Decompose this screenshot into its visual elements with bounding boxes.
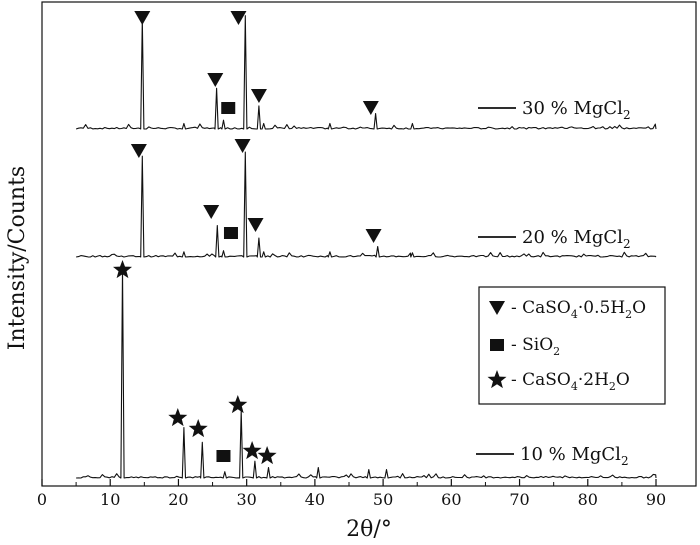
triangle-marker	[207, 73, 224, 87]
x-tick-label: 0	[37, 490, 47, 509]
trace-3	[76, 267, 657, 479]
legend-triangle-icon	[489, 301, 505, 315]
series-label-text: 30 % MgCl2	[522, 98, 631, 122]
star-marker	[168, 408, 188, 427]
star-marker	[228, 395, 248, 414]
series-label-1: 30 % MgCl2	[478, 98, 631, 122]
x-tick-label: 40	[305, 490, 325, 509]
markers-layer	[113, 11, 382, 465]
triangle-marker	[247, 218, 264, 232]
x-tick-label: 50	[373, 490, 393, 509]
triangle-marker	[234, 139, 251, 153]
star-marker	[242, 441, 262, 460]
x-tick-label: 90	[646, 490, 666, 509]
x-tick-label: 60	[441, 490, 461, 509]
triangle-marker	[250, 89, 267, 103]
series-label-2: 20 % MgCl2	[478, 227, 631, 251]
star-marker	[188, 419, 208, 438]
legend-box	[478, 286, 666, 405]
triangle-marker	[203, 205, 220, 219]
triangle-marker	[362, 101, 379, 115]
triangle-marker	[130, 144, 147, 158]
triangle-marker	[230, 11, 247, 25]
x-axis: 0 10 20 30 40 50 60 70 80 90	[37, 479, 666, 509]
x-tick-label: 70	[509, 490, 529, 509]
triangle-marker	[134, 11, 151, 25]
series-label-3: 10 % MgCl2	[476, 444, 629, 468]
star-marker	[257, 446, 277, 465]
x-tick-label: 80	[578, 490, 598, 509]
square-marker	[223, 227, 238, 239]
x-tick-label: 10	[100, 490, 120, 509]
plot-frame	[41, 1, 697, 487]
square-marker	[216, 450, 231, 462]
legend-entry-label: - CaSO4·0.5H2O	[511, 298, 646, 321]
legend: - CaSO4·0.5H2O - SiO2 - CaSO4·2H2O	[478, 286, 666, 405]
legend-entry-label: - CaSO4·2H2O	[511, 370, 630, 393]
star-marker	[113, 260, 132, 279]
triangle-marker	[365, 229, 382, 243]
x-tick-label: 20	[168, 490, 188, 509]
legend-square-icon	[490, 339, 504, 351]
square-marker	[221, 102, 236, 114]
x-tick-label: 30	[236, 490, 256, 509]
series-labels-layer: 30 % MgCl2 20 % MgCl2 10 % MgCl2	[476, 98, 631, 468]
y-axis-label: Intensity/Counts	[5, 166, 30, 350]
traces-layer	[75, 15, 657, 479]
series-label-text: 10 % MgCl2	[520, 444, 629, 468]
trace-1	[75, 15, 657, 130]
legend-star-icon	[487, 370, 507, 389]
x-axis-label: 2θ/°	[346, 517, 392, 542]
series-label-text: 20 % MgCl2	[522, 227, 631, 251]
legend-entry-label: - SiO2	[511, 335, 560, 358]
trace-2	[76, 151, 657, 258]
